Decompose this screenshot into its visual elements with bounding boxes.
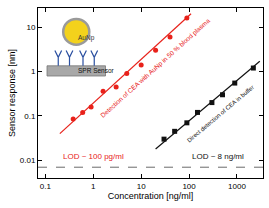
svg-text:SPR Sensor: SPR Sensor bbox=[78, 67, 115, 74]
svg-text:0.1: 0.1 bbox=[40, 182, 52, 191]
svg-text:Direct detection of CEA in buf: Direct detection of CEA in buffer bbox=[186, 84, 255, 143]
svg-text:LOD ~ 8 ng/ml: LOD ~ 8 ng/ml bbox=[192, 152, 244, 161]
svg-text:Detection of CEA with AuNp in: Detection of CEA with AuNp in 50 % blood… bbox=[99, 17, 212, 120]
svg-text:10: 10 bbox=[26, 23, 35, 32]
svg-text:0.1: 0.1 bbox=[24, 112, 36, 121]
svg-text:Sensor response [nm]: Sensor response [nm] bbox=[7, 49, 17, 137]
svg-text:10: 10 bbox=[137, 182, 146, 191]
svg-text:1: 1 bbox=[91, 182, 96, 191]
svg-text:0.01: 0.01 bbox=[20, 156, 36, 165]
svg-text:LOD ~ 100 pg/ml: LOD ~ 100 pg/ml bbox=[63, 152, 124, 161]
svg-text:AuNp: AuNp bbox=[78, 34, 95, 42]
svg-text:1000: 1000 bbox=[228, 182, 246, 191]
svg-text:100: 100 bbox=[182, 182, 196, 191]
svg-text:Concentration [ng/ml]: Concentration [ng/ml] bbox=[108, 191, 194, 201]
svg-text:1: 1 bbox=[31, 67, 36, 76]
